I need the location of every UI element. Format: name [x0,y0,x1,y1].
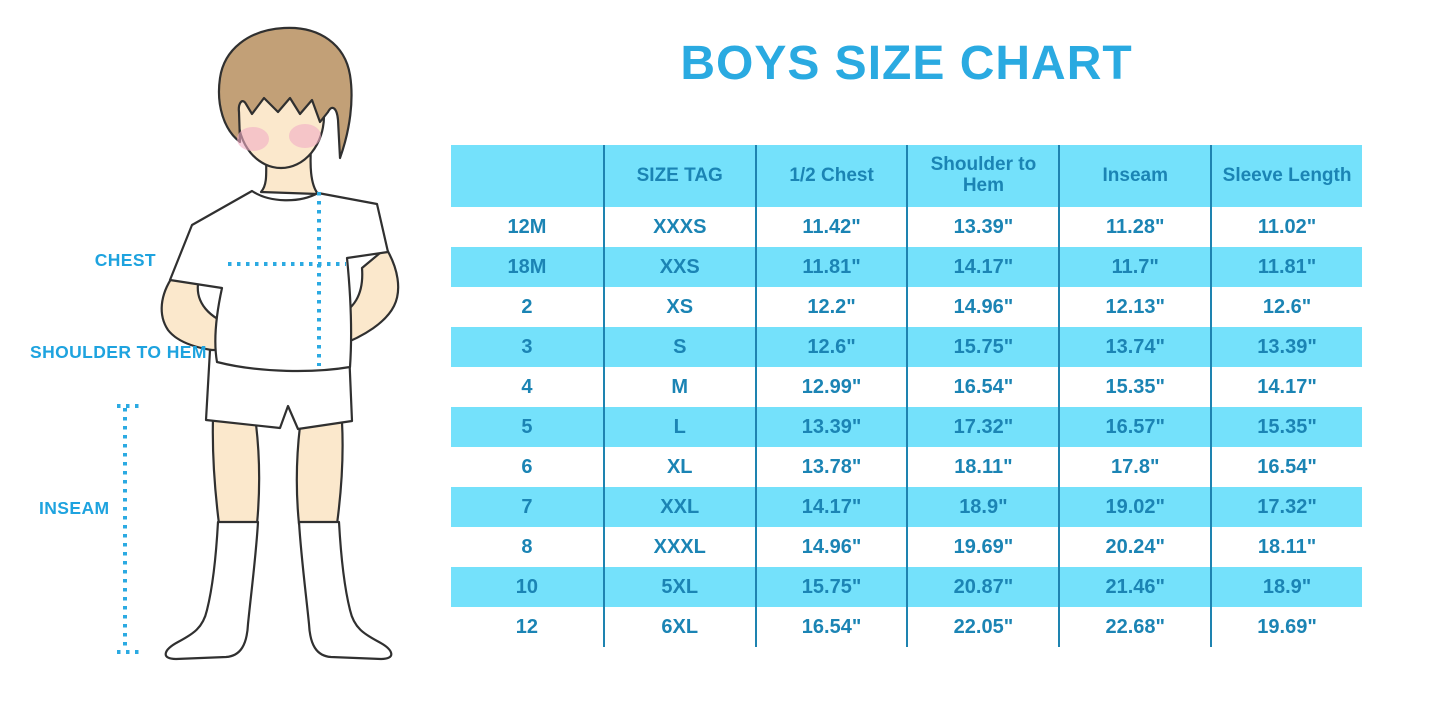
value-cell: XXXS [602,207,755,247]
size-cell: 5 [451,407,603,447]
value-cell: 13.39" [906,207,1058,247]
value-cell: 14.17" [754,487,907,527]
boy-measurement-figure: CHEST SHOULDER TO HEM INSEAM [0,0,450,723]
size-cell: 7 [451,487,603,527]
value-cell: 14.17" [1210,367,1362,407]
column-header: SIZE TAG [602,145,755,207]
value-cell: L [602,407,755,447]
right-cheek [289,124,321,148]
value-cell: 21.46" [1058,567,1211,607]
column-header: Shoulder to Hem [906,145,1059,207]
size-cell: 18M [451,247,603,287]
value-cell: 15.35" [1058,367,1210,407]
value-cell: 12.2" [754,287,907,327]
value-cell: 22.05" [906,607,1058,647]
column-header: Inseam [1058,145,1211,207]
size-cell: 2 [521,296,533,318]
size-cell: 12M [507,216,547,238]
value-cell: XXL [602,487,755,527]
value-cell: 14.96" [906,287,1058,327]
hair [217,26,353,160]
size-table: SIZE TAG 1/2 Chest Shoulder to Hem Inseam Sl… [451,145,1362,647]
value-cell: 14.17" [906,247,1059,287]
value-cell: 16.54" [754,607,907,647]
value-cell: XXS [602,247,755,287]
left-sock [164,520,260,661]
value-cell: 18.11" [906,447,1058,487]
value-cell: 22.68" [1058,607,1210,647]
size-cell: 6 [521,456,533,478]
size-cell: 10 [451,567,603,607]
value-cell: 13.39" [754,407,907,447]
size-cell: 12 [515,616,539,638]
value-cell: 6XL [602,607,755,647]
value-cell: XL [602,447,755,487]
value-cell: 11.81" [754,247,907,287]
size-cell: 8 [521,536,533,558]
value-cell: 15.75" [906,327,1059,367]
value-cell: 12.99" [754,367,907,407]
value-cell: 20.24" [1058,527,1210,567]
column-header: 1/2 Chest [754,145,907,207]
left-leg [211,416,261,526]
value-cell: 18.9" [906,487,1059,527]
value-cell: 12.13" [1058,287,1210,327]
value-cell: 11.28" [1058,207,1210,247]
chest-label: CHEST [94,250,156,270]
value-cell: 18.11" [1210,527,1362,567]
value-cell: 12.6" [754,327,907,367]
column-header: Sleeve Length [1210,145,1362,207]
value-cell: XXXL [602,527,755,567]
value-cell: 18.9" [1210,567,1362,607]
value-cell: 19.02" [1058,487,1211,527]
value-cell: 16.57" [1058,407,1211,447]
size-cell: 3 [451,327,603,367]
value-cell: 11.7" [1058,247,1211,287]
value-cell: 14.96" [754,527,907,567]
value-cell: 17.32" [1210,487,1362,527]
value-cell: M [602,367,755,407]
value-cell: 19.69" [1210,607,1362,647]
value-cell: S [602,327,755,367]
size-cell: 4 [521,376,533,398]
value-cell: 17.32" [906,407,1059,447]
column-header [451,145,603,207]
value-cell: 20.87" [906,567,1059,607]
value-cell: 13.78" [754,447,907,487]
value-cell: 15.75" [754,567,907,607]
t-shirt [168,189,390,373]
page-title: BOYS SIZE CHART [680,37,1133,90]
inseam-label: INSEAM [39,498,110,518]
value-cell: 19.69" [906,527,1058,567]
value-cell: 11.02" [1210,207,1362,247]
left-cheek [237,127,269,151]
value-cell: 13.39" [1210,327,1362,367]
right-sock [297,520,393,661]
right-leg [295,420,344,526]
value-cell: 12.6" [1210,287,1362,327]
boy-illustration [117,26,400,661]
value-cell: XS [602,287,755,327]
value-cell: 17.8" [1058,447,1210,487]
value-cell: 16.54" [1210,447,1362,487]
value-cell: 16.54" [906,367,1058,407]
shoulder-to-hem-label: SHOULDER TO HEM [30,342,207,362]
value-cell: 13.74" [1058,327,1211,367]
value-cell: 5XL [602,567,755,607]
value-cell: 11.42" [754,207,907,247]
value-cell: 11.81" [1210,247,1362,287]
value-cell: 15.35" [1210,407,1362,447]
